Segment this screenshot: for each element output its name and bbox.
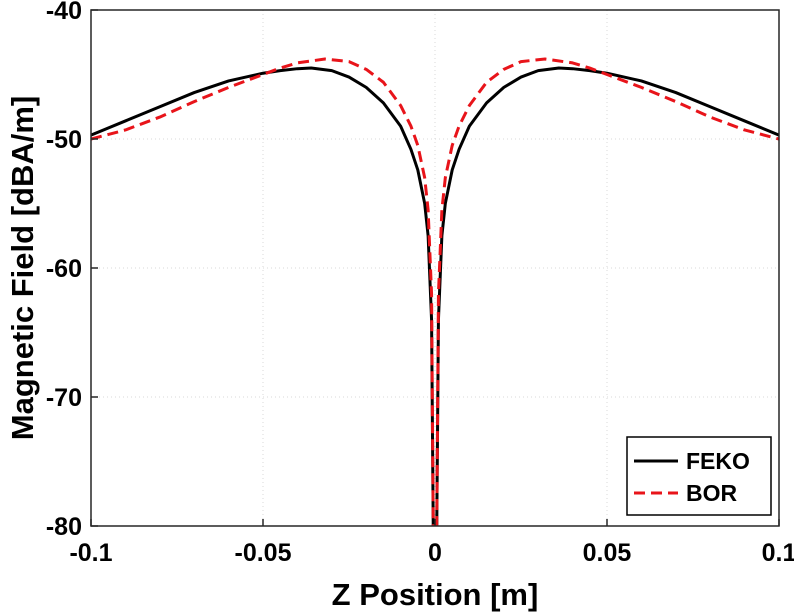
series-group <box>91 57 779 526</box>
x-tick-label: -0.1 <box>69 539 112 567</box>
y-tick-label: -60 <box>46 255 82 283</box>
y-tick-label: -50 <box>46 126 82 154</box>
y-tick-label: -40 <box>46 0 82 25</box>
ticks: -0.1 -0.05 0 0.05 0.1 -80 -70 -60 -50 -40 <box>46 0 794 567</box>
legend-label-bor: BOR <box>686 480 738 506</box>
x-axis-title: Z Position [m] <box>332 577 539 612</box>
y-tick-label: -80 <box>46 513 82 541</box>
legend: FEKO BOR <box>626 436 772 516</box>
y-axis-title: Magnetic Field [dBA/m] <box>5 96 40 440</box>
x-tick-label: 0.1 <box>762 539 794 567</box>
series-line-bor <box>91 57 779 526</box>
legend-label-feko: FEKO <box>686 448 750 474</box>
x-tick-label: -0.05 <box>235 539 292 567</box>
y-tick-label: -70 <box>46 384 82 412</box>
legend-box <box>626 436 772 516</box>
series-line-feko <box>91 66 779 526</box>
x-tick-label: 0.05 <box>583 539 632 567</box>
x-tick-label: 0 <box>428 539 442 567</box>
